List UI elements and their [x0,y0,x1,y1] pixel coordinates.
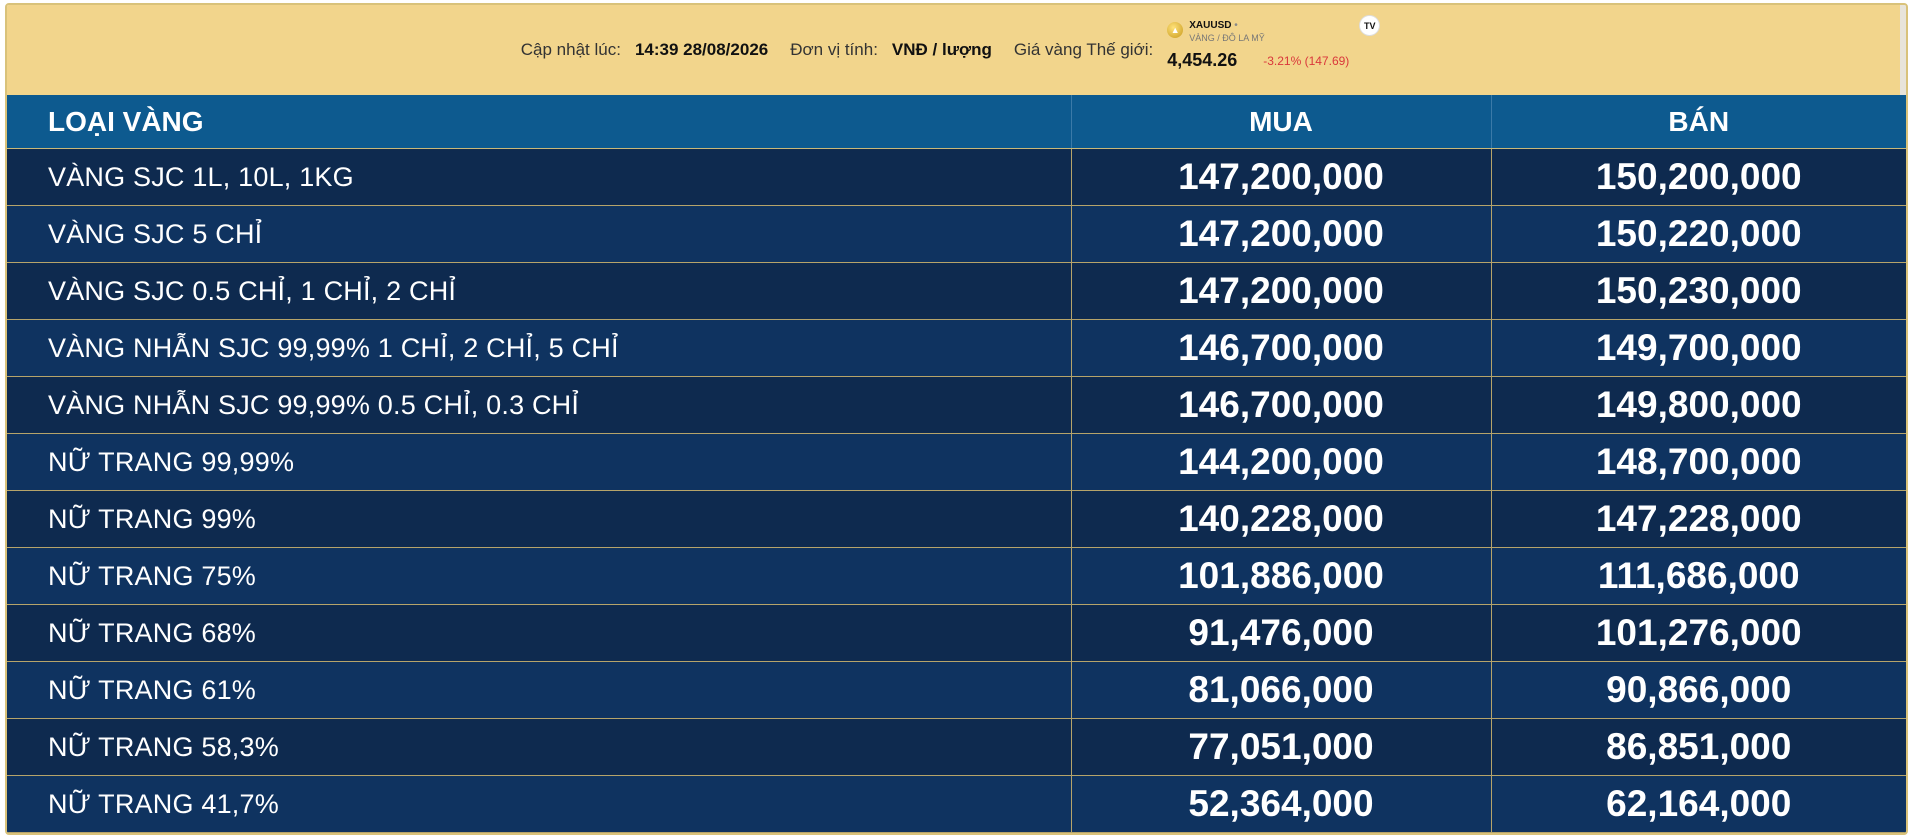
unit-label: Đơn vị tính: [790,40,878,59]
table-row: NỮ TRANG 99% 140,228,000 147,228,000 [7,490,1906,548]
widget-symbol[interactable]: XAUUSD • [1189,20,1238,31]
table-row: NỮ TRANG 68% 91,476,000 101,276,000 [7,604,1906,662]
gold-type-cell: NỮ TRANG 68% [7,604,1072,662]
buy-price-cell: 147,200,000 [1071,262,1492,320]
buy-price-cell: 146,700,000 [1071,376,1492,434]
widget-price: 4,454.26 [1167,50,1238,70]
updated-label: Cập nhật lúc: [520,40,621,59]
gold-type-cell: NỮ TRANG 61% [7,661,1072,719]
column-header-sell: BÁN [1491,95,1906,149]
table-row: NỮ TRANG 75% 101,886,000 111,686,000 [7,547,1906,605]
gold-type-cell: VÀNG SJC 1L, 10L, 1KG [7,148,1072,206]
sell-price-cell: 150,220,000 [1491,205,1906,263]
price-table: LOẠI VÀNG MUA BÁN VÀNG SJC 1L, 10L, 1KG 1… [7,95,1906,833]
xauusd-widget[interactable]: ▲ XAUUSD • VÀNG / ĐÔ LA MỸ 4,454.26 -3.2… [1167,16,1392,84]
table-row: VÀNG NHẪN SJC 99,99% 1 CHỈ, 2 CHỈ, 5 CHỈ… [7,319,1906,377]
sell-price-cell: 62,164,000 [1491,775,1906,833]
table-header-row: LOẠI VÀNG MUA BÁN [7,95,1906,149]
table-row: VÀNG SJC 5 CHỈ 147,200,000 150,220,000 [7,205,1906,263]
gold-type-cell: VÀNG SJC 0.5 CHỈ, 1 CHỈ, 2 CHỈ [7,262,1072,320]
buy-price-cell: 77,051,000 [1071,718,1492,776]
gold-type-cell: VÀNG NHẪN SJC 99,99% 0.5 CHỈ, 0.3 CHỈ [7,376,1072,434]
gold-type-cell: NỮ TRANG 99% [7,490,1072,548]
table-row: NỮ TRANG 99,99% 144,200,000 148,700,000 [7,433,1906,491]
gold-type-cell: NỮ TRANG 41,7% [7,775,1072,833]
sell-price-cell: 90,866,000 [1491,661,1906,719]
info-bar: Cập nhật lúc: 14:39 28/08/2026 Đơn vị tí… [7,5,1906,95]
table-row: VÀNG NHẪN SJC 99,99% 0.5 CHỈ, 0.3 CHỈ 146… [7,376,1906,434]
table-row: VÀNG SJC 1L, 10L, 1KG 147,200,000 150,200,… [7,148,1906,206]
gold-type-cell: NỮ TRANG 75% [7,547,1072,605]
sell-price-cell: 148,700,000 [1491,433,1906,491]
gold-type-cell: NỮ TRANG 58,3% [7,718,1072,776]
widget-subtitle: VÀNG / ĐÔ LA MỸ [1189,33,1265,43]
gold-coin-icon: ▲ [1167,22,1184,38]
gold-type-cell: VÀNG SJC 5 CHỈ [7,205,1072,263]
scrollbar-track[interactable] [1900,5,1906,95]
updated-value: 14:39 28/08/2026 [634,40,769,59]
sell-price-cell: 111,686,000 [1491,547,1906,605]
buy-price-cell: 147,200,000 [1071,205,1492,263]
sell-price-cell: 101,276,000 [1491,604,1906,662]
gold-price-board: Cập nhật lúc: 14:39 28/08/2026 Đơn vị tí… [5,3,1908,835]
table-row: NỮ TRANG 61% 81,066,000 90,866,000 [7,661,1906,719]
table-row: NỮ TRANG 41,7% 52,364,000 62,164,000 [7,775,1906,833]
column-header-type: LOẠI VÀNG [7,95,1072,149]
world-price-label: Giá vàng Thế giới: [1013,40,1154,59]
table-row: VÀNG SJC 0.5 CHỈ, 1 CHỈ, 2 CHỈ 147,200,00… [7,262,1906,320]
unit-value: VNĐ / lượng [891,40,992,59]
table-row: NỮ TRANG 58,3% 77,051,000 86,851,000 [7,718,1906,776]
tradingview-logo-icon[interactable]: TV [1360,16,1380,35]
sell-price-cell: 147,228,000 [1491,490,1906,548]
sell-price-cell: 86,851,000 [1491,718,1906,776]
buy-price-cell: 146,700,000 [1071,319,1492,377]
buy-price-cell: 140,228,000 [1071,490,1492,548]
widget-change: -3.21% (147.69) [1263,54,1350,68]
buy-price-cell: 147,200,000 [1071,148,1492,206]
buy-price-cell: 101,886,000 [1071,547,1492,605]
buy-price-cell: 81,066,000 [1071,661,1492,719]
buy-price-cell: 144,200,000 [1071,433,1492,491]
column-header-buy: MUA [1071,95,1492,149]
sell-price-cell: 150,200,000 [1491,148,1906,206]
buy-price-cell: 91,476,000 [1071,604,1492,662]
sell-price-cell: 150,230,000 [1491,262,1906,320]
sell-price-cell: 149,700,000 [1491,319,1906,377]
gold-type-cell: VÀNG NHẪN SJC 99,99% 1 CHỈ, 2 CHỈ, 5 CHỈ [7,319,1072,377]
sell-price-cell: 149,800,000 [1491,376,1906,434]
buy-price-cell: 52,364,000 [1071,775,1492,833]
gold-type-cell: NỮ TRANG 99,99% [7,433,1072,491]
